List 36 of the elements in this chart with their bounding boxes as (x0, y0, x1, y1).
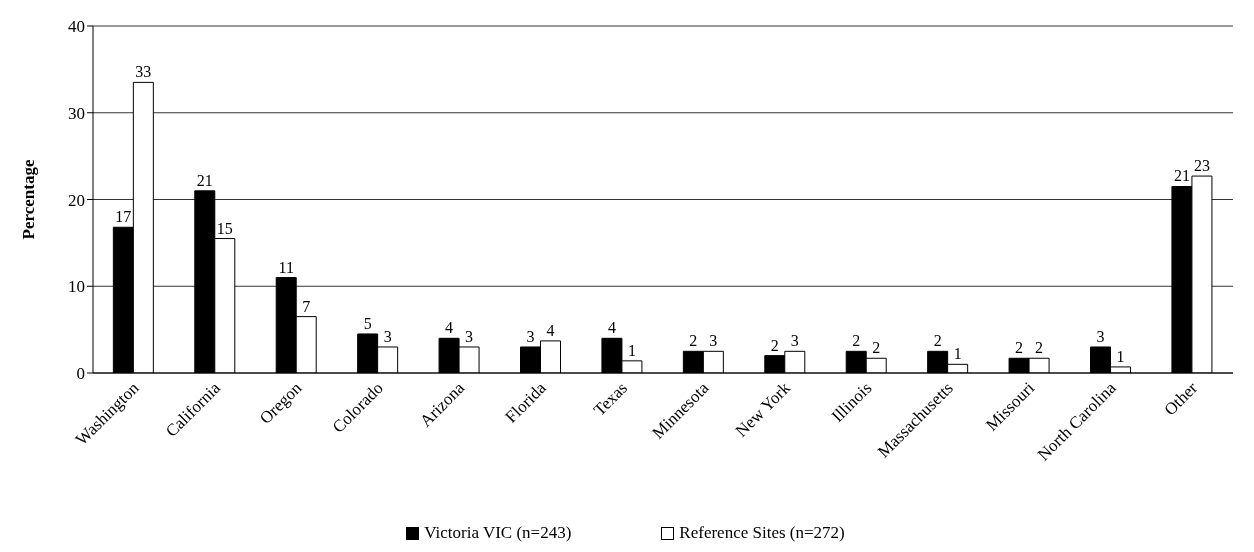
data-label: 1 (627, 341, 636, 359)
data-label: 17 (115, 208, 132, 226)
data-label: 23 (1193, 157, 1210, 175)
data-label: 3 (465, 327, 474, 345)
data-label: 2 (1015, 339, 1024, 357)
data-label: 1 (1116, 347, 1125, 365)
data-label: 21 (1173, 167, 1190, 185)
data-label: 4 (607, 319, 616, 337)
data-label: 15 (216, 219, 233, 237)
y-tick-label: 20 (68, 190, 85, 210)
data-label: 21 (196, 171, 213, 189)
data-label: 2 (933, 332, 942, 350)
y-tick-label: 10 (68, 277, 85, 297)
data-label: 33 (135, 63, 152, 81)
data-label: 3 (709, 332, 718, 350)
data-label: 3 (790, 332, 799, 350)
data-label: 4 (546, 321, 555, 339)
y-tick-label: 40 (68, 17, 85, 37)
data-label: 2 (770, 336, 779, 354)
y-axis-title: Percentage (19, 159, 39, 240)
y-tick-label: 30 (68, 103, 85, 123)
data-label: 11 (278, 258, 294, 276)
legend-label: Reference Sites (n=272) (678, 523, 845, 543)
data-label: 3 (383, 327, 392, 345)
data-label: 2 (872, 339, 881, 357)
data-label: 3 (1096, 327, 1105, 345)
y-tick-label: 0 (76, 364, 85, 384)
data-label: 7 (302, 297, 311, 315)
legend-label: Victoria VIC (n=243) (423, 523, 572, 543)
data-label: 2 (1035, 339, 1044, 357)
data-label: 3 (526, 327, 535, 345)
data-label: 4 (445, 319, 454, 337)
data-label: 2 (852, 332, 861, 350)
data-label: 5 (363, 314, 372, 332)
data-label: 2 (689, 332, 698, 350)
data-label: 1 (953, 345, 962, 363)
